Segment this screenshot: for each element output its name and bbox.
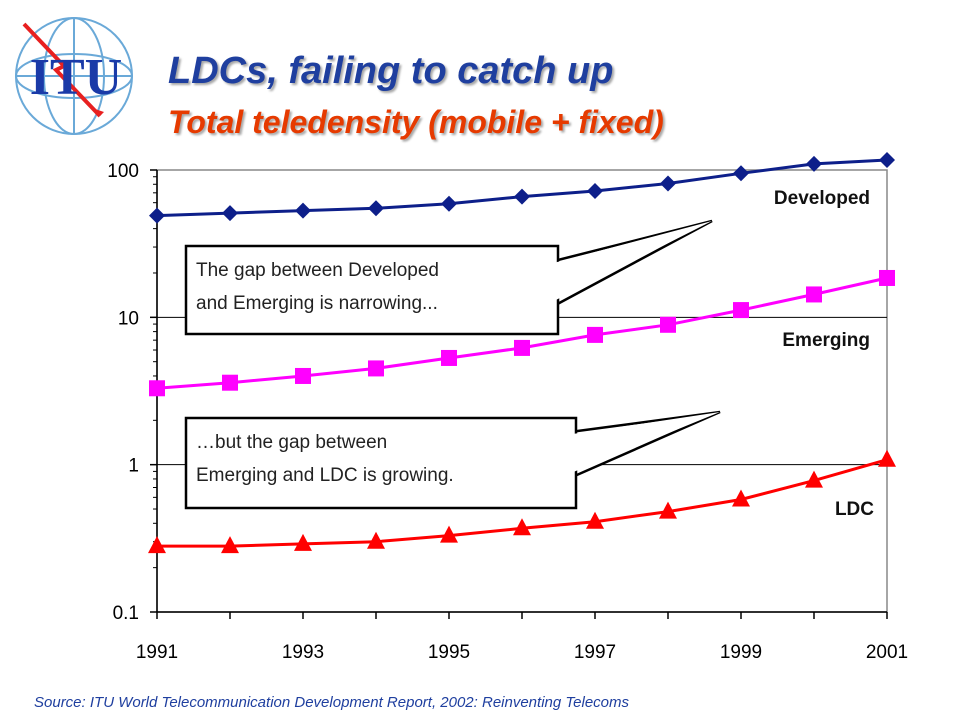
page-title: LDCs, failing to catch up bbox=[168, 50, 614, 92]
point-developed bbox=[514, 188, 530, 205]
x-tick-label: 1999 bbox=[720, 642, 762, 663]
point-developed bbox=[222, 205, 238, 222]
callout-2: …but the gap between Emerging and LDC is … bbox=[184, 410, 721, 510]
series-label-emerging: Emerging bbox=[782, 330, 870, 351]
callout-box bbox=[184, 416, 578, 510]
point-ldc bbox=[659, 501, 677, 519]
point-emerging bbox=[660, 316, 676, 333]
point-ldc bbox=[367, 531, 385, 549]
point-ldc bbox=[148, 536, 166, 554]
point-ldc bbox=[221, 536, 239, 554]
page-subtitle: Total teledensity (mobile + fixed) bbox=[168, 104, 664, 140]
callout-pointer-mask bbox=[546, 221, 712, 305]
series-label-developed: Developed bbox=[774, 188, 870, 209]
point-developed bbox=[660, 175, 676, 192]
point-emerging bbox=[295, 367, 311, 384]
source-note: Source: ITU World Telecommunication Deve… bbox=[34, 694, 630, 711]
y-tick-label: 100 bbox=[107, 161, 139, 182]
point-emerging bbox=[441, 349, 457, 366]
y-tick-label: 10 bbox=[118, 308, 139, 329]
point-emerging bbox=[806, 286, 822, 303]
callout-pointer-mask bbox=[566, 412, 720, 475]
x-tick-label: 2001 bbox=[866, 642, 908, 663]
point-developed bbox=[733, 165, 749, 182]
point-emerging bbox=[587, 326, 603, 343]
y-tick-label: 0.1 bbox=[113, 603, 139, 624]
point-emerging bbox=[368, 360, 384, 377]
callout-layer: The gap between Developed and Emerging is… bbox=[184, 219, 721, 510]
point-developed bbox=[295, 202, 311, 219]
y-tick-label: 1 bbox=[128, 456, 139, 477]
point-ldc bbox=[294, 533, 312, 551]
point-developed bbox=[368, 200, 384, 217]
callout-line: The gap between Developed bbox=[196, 260, 439, 281]
series-label-ldc: LDC bbox=[835, 499, 874, 520]
logo-text: ITU bbox=[30, 49, 122, 106]
point-developed bbox=[806, 155, 822, 172]
point-emerging bbox=[733, 302, 749, 319]
point-ldc bbox=[440, 525, 458, 543]
point-ldc bbox=[878, 449, 896, 467]
x-tick-label: 1997 bbox=[574, 642, 616, 663]
callout-box bbox=[184, 244, 560, 336]
point-ldc bbox=[513, 518, 531, 536]
point-developed bbox=[441, 195, 457, 212]
callout-line: and Emerging is narrowing... bbox=[196, 293, 438, 314]
axes-layer: 0.1 1 10 100 1991 1993 1995 1997 1999 2001 bbox=[107, 161, 908, 663]
label-layer: Developed Emerging LDC bbox=[774, 188, 874, 520]
x-tick-label: 1995 bbox=[428, 642, 470, 663]
point-developed bbox=[149, 207, 165, 224]
callout-1: The gap between Developed and Emerging is… bbox=[184, 219, 713, 336]
itu-logo: ITU bbox=[15, 17, 133, 135]
point-emerging bbox=[222, 374, 238, 391]
point-ldc bbox=[586, 511, 604, 529]
point-developed bbox=[879, 151, 895, 168]
series-layer bbox=[148, 151, 896, 554]
callout-line: Emerging and LDC is growing. bbox=[196, 465, 454, 486]
x-tick-label: 1993 bbox=[282, 642, 324, 663]
callout-line: …but the gap between bbox=[196, 432, 387, 453]
point-developed bbox=[587, 183, 603, 200]
point-ldc bbox=[732, 489, 750, 507]
point-emerging bbox=[879, 269, 895, 286]
point-emerging bbox=[514, 339, 530, 356]
x-tick-label: 1991 bbox=[136, 642, 178, 663]
point-emerging bbox=[149, 380, 165, 397]
point-ldc bbox=[805, 470, 823, 488]
